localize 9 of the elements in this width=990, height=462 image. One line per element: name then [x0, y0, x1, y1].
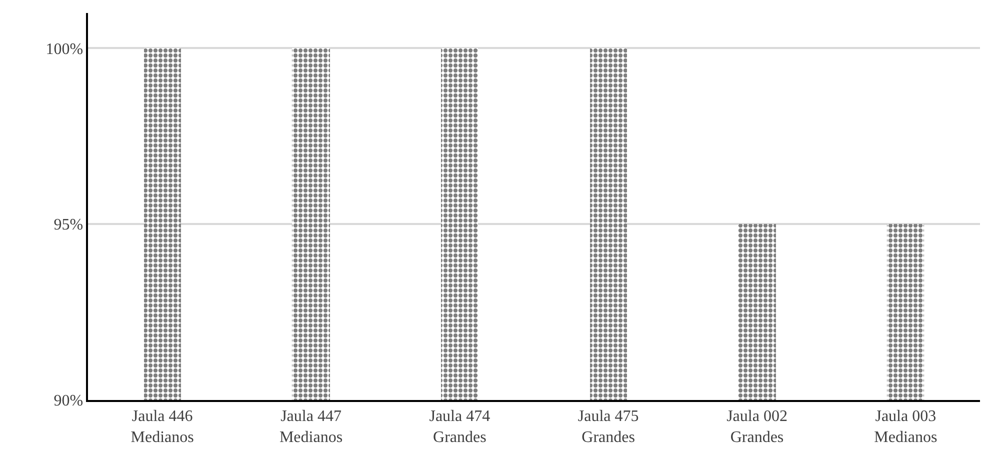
x-tick-label: Jaula 002 Grandes [726, 408, 788, 446]
x-tick-label: Jaula 446 Medianos [130, 408, 194, 446]
y-tick-label: 100% [46, 40, 84, 58]
y-tick-label: 95% [54, 216, 84, 234]
y-tick-label: 90% [54, 392, 84, 410]
x-tick-label: Jaula 447 Medianos [279, 408, 343, 446]
x-tick-label: Jaula 003 Medianos [874, 408, 938, 446]
x-tick-label: Jaula 474 Grandes [429, 408, 490, 446]
x-tick-label: Jaula 475 Grandes [578, 408, 639, 446]
